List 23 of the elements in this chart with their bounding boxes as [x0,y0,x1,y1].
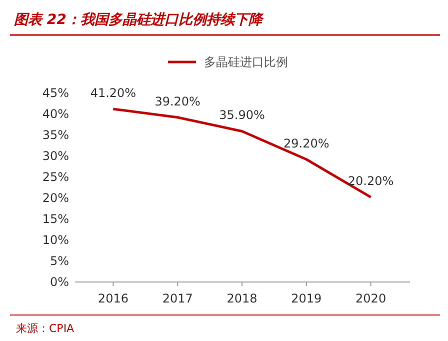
data-label: 20.20% [348,174,394,188]
y-tick-label: 10% [42,232,69,247]
x-tick-label: 2017 [162,292,193,306]
y-tick-label: 0% [50,274,69,289]
y-tick-label: 35% [42,128,69,142]
legend-label: 多晶硅进口比例 [204,55,288,69]
y-tick-label: 20% [42,190,69,205]
y-tick-label: 30% [42,148,69,163]
x-tick-label: 2016 [98,292,128,306]
x-tick-label: 2019 [291,292,322,306]
y-tick-label: 45% [42,86,69,100]
y-tick-label: 40% [42,106,69,121]
data-label: 39.20% [154,94,200,108]
data-label: 29.20% [284,136,330,150]
y-tick-label: 15% [42,212,69,226]
y-tick-label: 5% [50,254,69,268]
chart-title: 图表 22：我国多晶硅进口比例持续下降 [14,12,264,28]
x-tick-label: 2018 [226,292,258,306]
x-tick-label: 2020 [356,292,386,306]
data-label: 35.90% [219,108,265,122]
data-label: 41.20% [90,86,136,100]
source-note: 来源：CPIA [16,322,75,335]
y-tick-label: 25% [42,170,69,184]
